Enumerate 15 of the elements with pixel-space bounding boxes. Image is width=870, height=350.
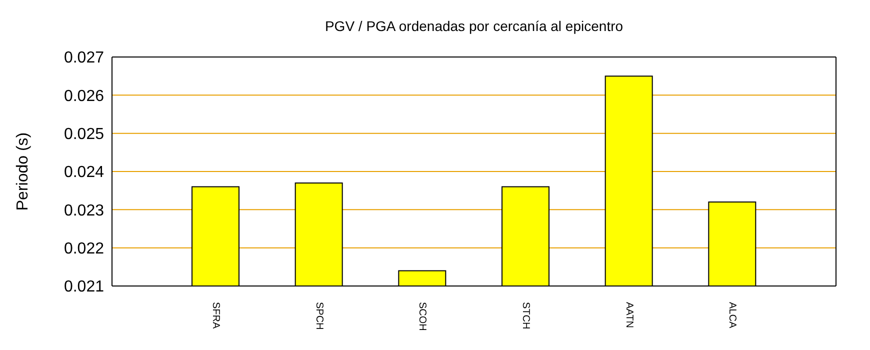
y-tick-label: 0.024 <box>64 164 104 182</box>
x-tick-label: SFRA <box>210 302 222 329</box>
x-tick-label: SPCH <box>313 302 324 330</box>
x-tick-label: SCOH <box>416 302 428 331</box>
x-tick-label: ALCA <box>726 302 738 328</box>
y-tick-label: 0.022 <box>64 240 104 258</box>
chart-title: PGV / PGA ordenadas por cercanía al epicentro <box>324 18 624 34</box>
y-axis-title: Periodo (s) <box>14 132 32 211</box>
x-tick-label: STCH <box>520 302 532 330</box>
y-tick-label: 0.023 <box>64 202 104 220</box>
y-tick-label: 0.021 <box>64 278 104 296</box>
y-tick-label: 0.025 <box>64 126 104 144</box>
y-tick-label: 0.026 <box>64 88 104 105</box>
y-tick-label: 0.027 <box>64 50 104 67</box>
x-tick-label: AATN <box>623 302 634 328</box>
